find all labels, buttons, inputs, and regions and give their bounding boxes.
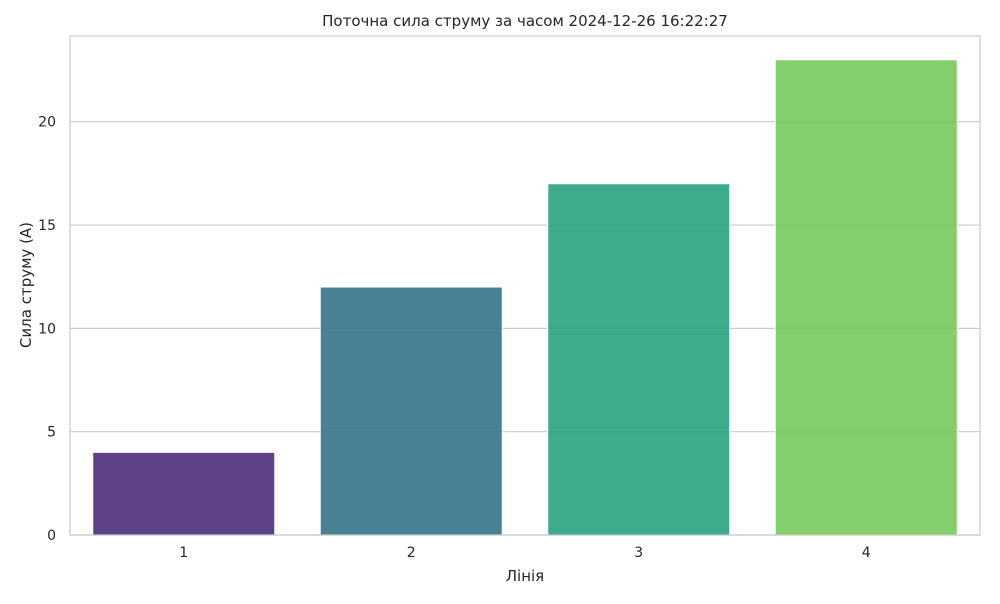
bars — [92, 59, 958, 536]
bar-line-1 — [92, 451, 276, 536]
x-tick-label: 1 — [179, 545, 188, 561]
chart-title: Поточна сила струму за часом 2024-12-26 … — [322, 12, 728, 30]
y-tick-label: 5 — [47, 425, 56, 441]
x-axis-label: Лінія — [506, 567, 544, 585]
x-tick-label: 4 — [862, 545, 871, 561]
y-tick-labels: 0 5 10 15 20 — [38, 115, 56, 544]
y-tick-label: 15 — [38, 218, 56, 234]
bar-line-4 — [774, 59, 958, 536]
y-tick-label: 20 — [38, 115, 56, 131]
y-axis-label: Сила струму (А) — [17, 222, 35, 348]
y-tick-label: 10 — [38, 321, 56, 337]
bar-line-2 — [319, 286, 503, 536]
x-tick-label: 3 — [634, 545, 643, 561]
bar-line-3 — [547, 183, 731, 536]
y-tick-label: 0 — [47, 528, 56, 544]
plot-frame — [69, 35, 981, 536]
x-tick-label: 2 — [407, 545, 416, 561]
x-tick-labels: 1 2 3 4 — [179, 545, 871, 561]
